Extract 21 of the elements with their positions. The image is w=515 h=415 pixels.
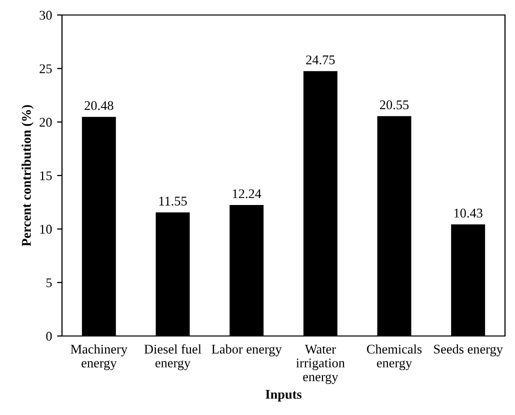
y-tick-label: 30 <box>40 10 52 20</box>
x-tick-label: Seeds energy <box>434 344 503 356</box>
data-label: 20.55 <box>380 100 409 110</box>
y-tick-label: 0 <box>46 332 52 341</box>
y-tick-label: 20 <box>40 118 52 127</box>
y-tick-label: 5 <box>46 278 52 288</box>
data-label: 20.48 <box>84 101 114 110</box>
y-tick-label: 25 <box>40 64 52 74</box>
x-axis-title: Inputs <box>266 390 302 402</box>
data-label: 11.55 <box>159 196 187 206</box>
data-label: 12.24 <box>232 189 262 198</box>
y-axis-title: Percent contribution (%) <box>22 105 34 246</box>
y-tick-label: 15 <box>40 171 52 180</box>
x-tick-label: Water irrigation energy <box>296 344 345 384</box>
y-tick-label: 10 <box>40 224 52 234</box>
x-tick-label: Chemicals energy <box>366 344 422 370</box>
x-tick-label: Diesel fuel energy <box>144 344 202 370</box>
data-label: 10.43 <box>454 208 482 218</box>
data-label: 24.75 <box>306 55 335 64</box>
x-tick-label: Machinery energy <box>70 344 128 370</box>
x-tick-label: Labor energy <box>212 344 282 356</box>
